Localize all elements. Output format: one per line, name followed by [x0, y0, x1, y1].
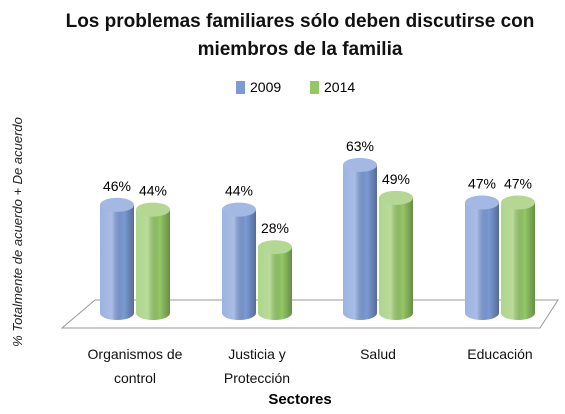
bar-top	[465, 195, 499, 210]
legend-label: 2009	[250, 79, 281, 95]
bar-top-highlight	[501, 195, 535, 210]
bar-top-highlight	[465, 195, 499, 210]
bar-body-shade	[100, 204, 134, 313]
bar-top-highlight	[100, 197, 134, 212]
bar	[222, 202, 256, 320]
bar	[100, 197, 134, 320]
bar-body-shade	[465, 202, 499, 313]
bar-body-shade	[501, 202, 535, 313]
value-label: 28%	[261, 220, 289, 236]
bar-body-shade	[222, 209, 256, 313]
bar	[465, 195, 499, 320]
y-axis-label: % Totalmente de acuerdo + De acuerdo	[10, 117, 25, 347]
bar	[343, 157, 377, 320]
value-label: 44%	[225, 183, 253, 199]
bar-top	[222, 202, 256, 217]
bar-top-highlight	[136, 202, 170, 217]
x-tick-label: Organismos de control	[87, 346, 183, 386]
legend-swatch	[236, 81, 245, 94]
value-label: 44%	[139, 183, 167, 199]
value-label: 49%	[382, 171, 410, 187]
bar-body-shade	[136, 209, 170, 313]
bar-body-shade	[379, 197, 413, 313]
bar	[136, 202, 170, 320]
bar-top-highlight	[258, 240, 292, 255]
bar-top-highlight	[222, 202, 256, 217]
value-label: 47%	[468, 176, 496, 192]
bar-top-highlight	[343, 157, 377, 172]
bar-top	[501, 195, 535, 210]
bar-top-highlight	[379, 190, 413, 205]
x-tick-label: Justicia y Protección	[223, 346, 291, 386]
bar-top	[100, 197, 134, 212]
bar-body-shade	[258, 247, 292, 313]
bar-top	[343, 157, 377, 172]
legend-label: 2014	[324, 79, 355, 95]
x-tick-label: Educación	[467, 346, 533, 362]
bar-top	[258, 240, 292, 255]
value-label: 63%	[346, 138, 374, 154]
bar	[501, 195, 535, 320]
legend-swatch	[310, 81, 319, 94]
chart-title: Los problemas familiares sólo deben disc…	[65, 11, 535, 60]
bar	[379, 190, 413, 320]
value-label: 47%	[504, 176, 532, 192]
bar-top	[136, 202, 170, 217]
x-tick-label: Salud	[360, 346, 396, 362]
bar	[258, 240, 292, 320]
bar-top	[379, 190, 413, 205]
x-axis-label: Sectores	[268, 391, 331, 408]
value-label: 46%	[103, 178, 131, 194]
bar-body-shade	[343, 164, 377, 313]
